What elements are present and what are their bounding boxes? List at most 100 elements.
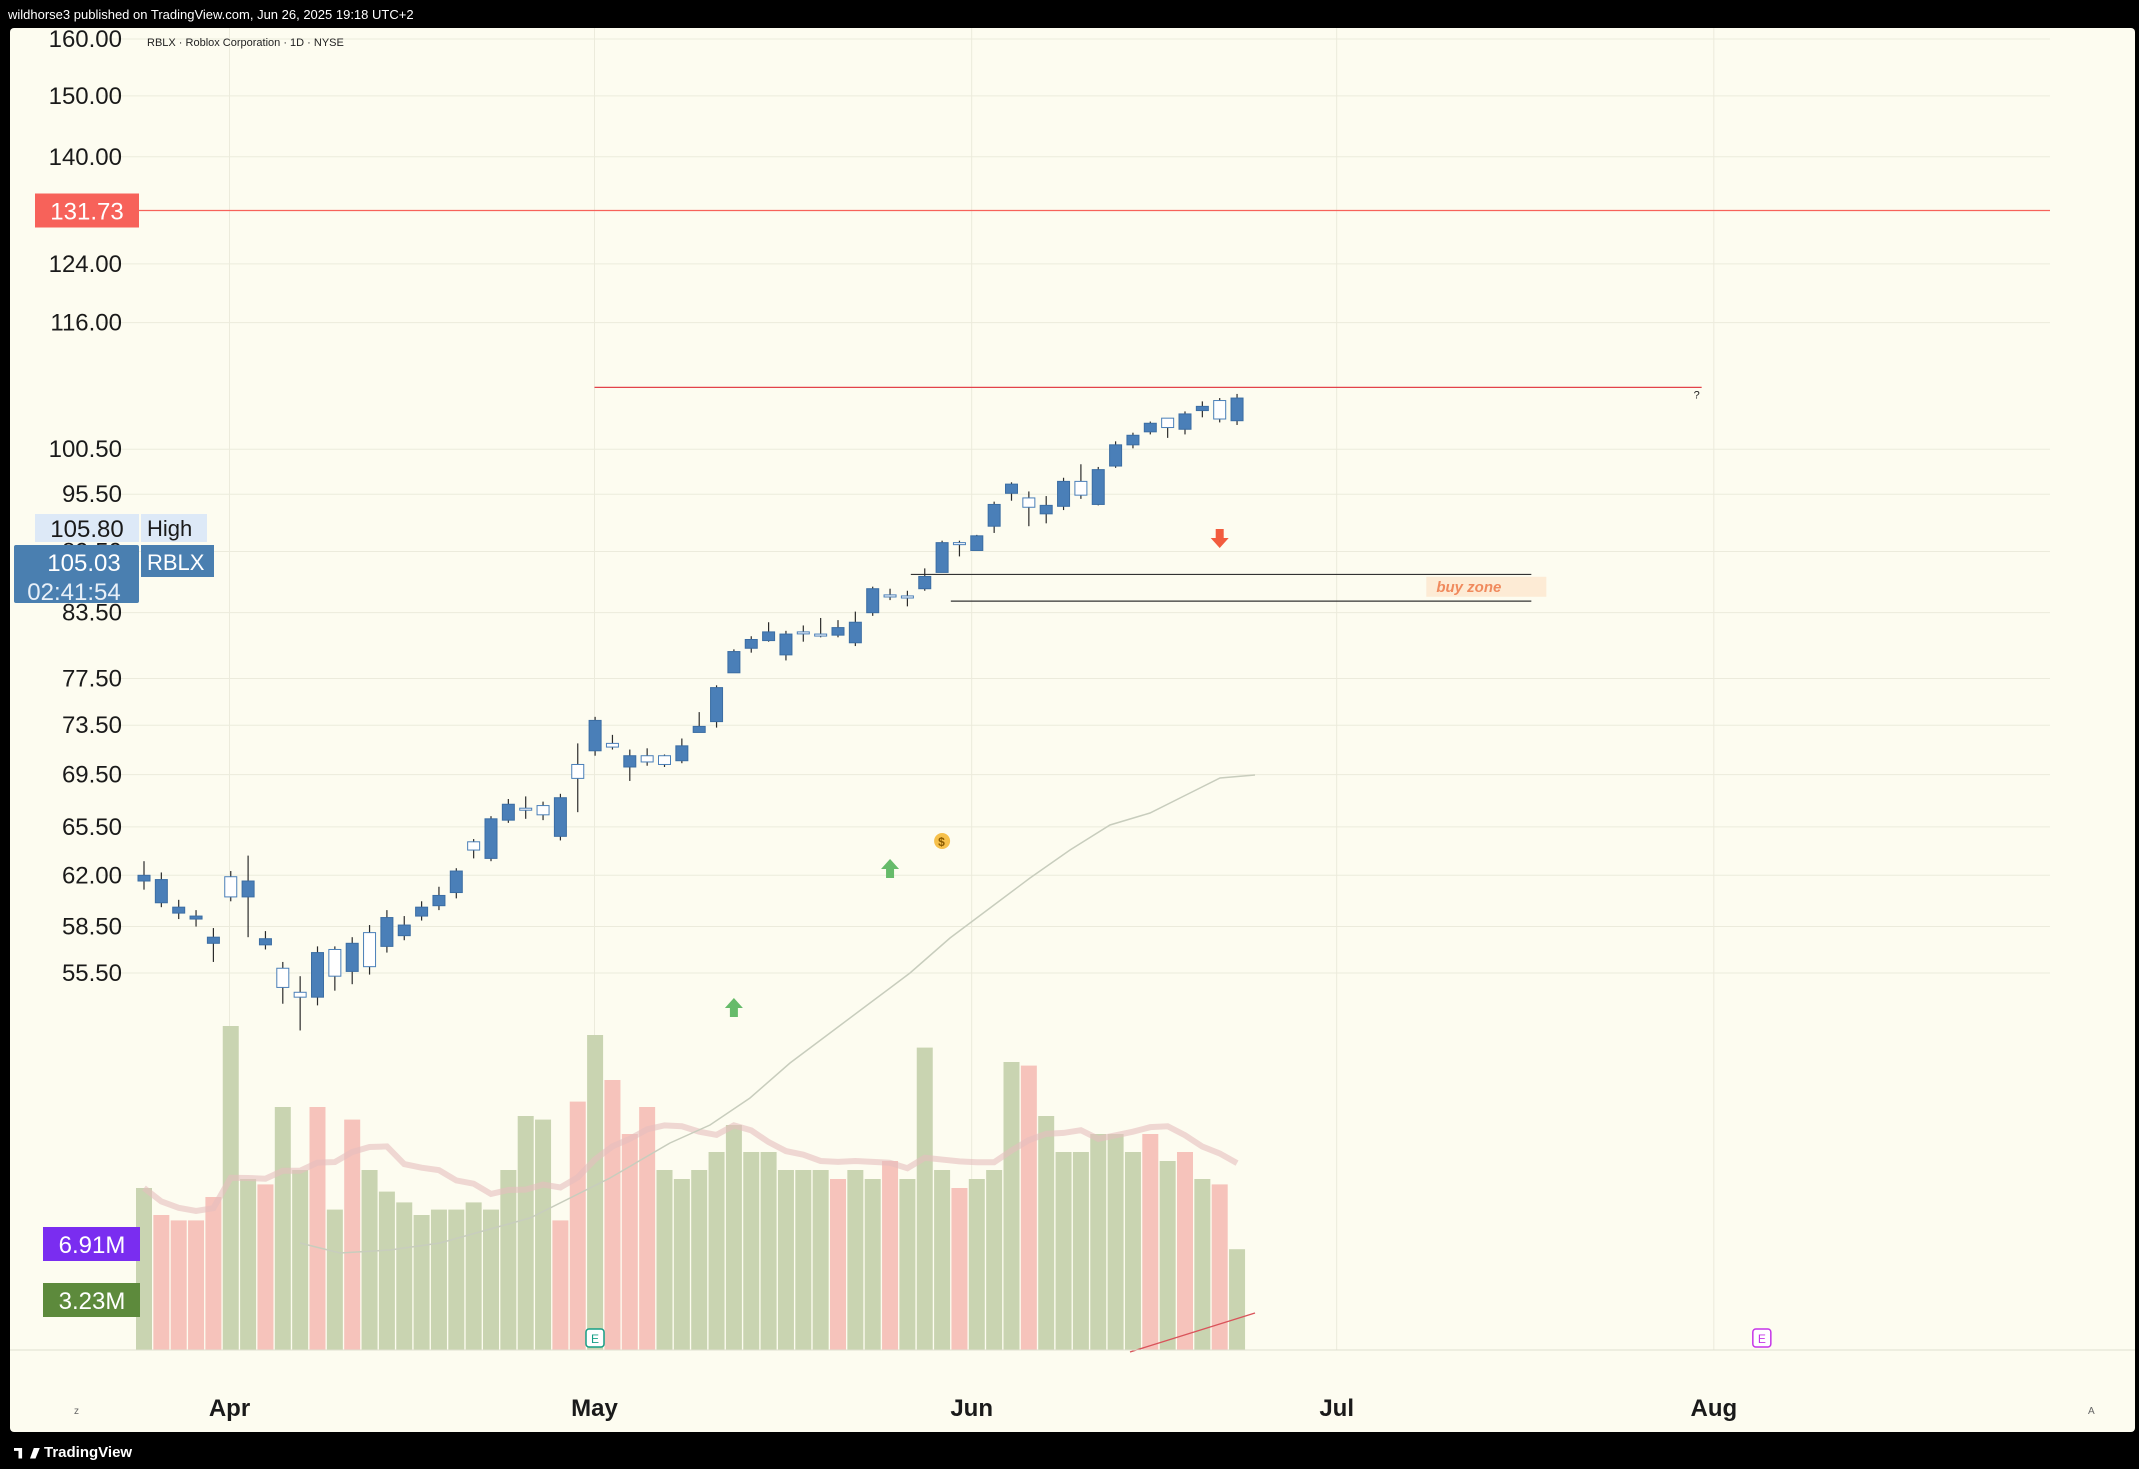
- candle: [519, 807, 533, 811]
- candle: [571, 763, 585, 779]
- y-axis-label: 58.50: [62, 914, 122, 941]
- volume-bar: [274, 1107, 291, 1350]
- volume-bar: [378, 1191, 395, 1350]
- volume-bar: [188, 1220, 205, 1350]
- candle: [935, 542, 949, 573]
- candle: [762, 631, 776, 642]
- volume-bar: [222, 1026, 239, 1350]
- publish-header: wildhorse3 published on TradingView.com,…: [0, 0, 2139, 28]
- candle: [206, 936, 220, 944]
- candle: [1161, 417, 1175, 429]
- chart-title: RBLX · Roblox Corporation · 1D · NYSE: [147, 37, 344, 49]
- candle: [1039, 504, 1053, 515]
- candle: [866, 588, 880, 614]
- candle: [241, 880, 255, 898]
- candle: [1230, 397, 1244, 422]
- publish-info: wildhorse3 published on TradingView.com,…: [8, 7, 414, 22]
- volume-bar: [621, 1134, 638, 1350]
- candle: [467, 841, 481, 851]
- candle: [623, 755, 637, 768]
- volume-bar: [430, 1209, 447, 1350]
- candle: [848, 621, 862, 644]
- volume-bar: [639, 1107, 656, 1350]
- candle: [796, 631, 810, 635]
- y-axis-label: 69.50: [62, 762, 122, 789]
- x-axis-label: Jun: [950, 1395, 993, 1422]
- candle: [363, 932, 377, 968]
- candle: [744, 638, 758, 649]
- volume-bar: [743, 1152, 760, 1350]
- volume-bar: [344, 1119, 361, 1350]
- volume-bar: [587, 1035, 604, 1350]
- candle: [831, 627, 845, 636]
- price-tag: [35, 514, 139, 542]
- candle: [501, 803, 515, 821]
- candle: [258, 938, 272, 946]
- y-axis-label: 95.50: [62, 481, 122, 508]
- volume-bar: [569, 1101, 586, 1350]
- volume-bar: [864, 1179, 881, 1350]
- candle: [1022, 497, 1036, 508]
- buy-zone-label-bg: [1426, 576, 1547, 597]
- volume-bar: [517, 1116, 534, 1350]
- footer-bar: TradingView: [0, 1436, 2139, 1469]
- volume-bar: [1124, 1152, 1141, 1350]
- volume-bar: [1159, 1161, 1176, 1350]
- candle: [1126, 434, 1140, 446]
- volume-bar: [396, 1202, 413, 1350]
- candle: [553, 797, 567, 837]
- volume-tag: [43, 1283, 140, 1317]
- candle: [1091, 469, 1105, 505]
- tv-logo-icon: [14, 1447, 23, 1459]
- candle: [328, 948, 342, 977]
- y-axis-label: 83.50: [62, 600, 122, 627]
- candle: [345, 942, 359, 972]
- chart-panel[interactable]: RBLX · Roblox Corporation · 1D · NYSE? bu…: [10, 28, 2135, 1432]
- earnings-badge-icon-text: E: [591, 1332, 599, 1346]
- y-axis-label: 116.00: [50, 310, 122, 337]
- candle: [1143, 422, 1157, 433]
- volume-bar: [691, 1170, 708, 1350]
- candle: [1074, 480, 1088, 496]
- volume-bar: [153, 1215, 170, 1350]
- candle: [675, 745, 689, 762]
- volume-bar: [361, 1170, 378, 1350]
- volume-bar: [257, 1184, 274, 1350]
- price-tag-label: RBLX: [147, 550, 205, 575]
- volume-bar: [777, 1170, 794, 1350]
- candle: [900, 595, 914, 599]
- price-tag-label: High: [147, 516, 192, 541]
- volume-bar: [1055, 1152, 1072, 1350]
- x-axis-label: Jul: [1319, 1395, 1354, 1422]
- volume-bar: [1177, 1152, 1193, 1350]
- volume-bar: [795, 1170, 812, 1350]
- candle: [1109, 444, 1123, 467]
- volume-bar: [1229, 1249, 1246, 1350]
- price-tag-value: 131.73: [50, 199, 123, 226]
- volume-bar: [205, 1197, 222, 1350]
- tradingview-logo[interactable]: TradingView: [14, 1444, 132, 1461]
- price-tag-value: 105.03: [47, 550, 120, 577]
- y-axis-label: 62.00: [62, 862, 122, 889]
- volume-bar: [934, 1170, 951, 1350]
- candle: [189, 915, 203, 920]
- y-axis-label: 140.00: [49, 144, 122, 171]
- candle: [224, 876, 238, 898]
- volume-bar: [968, 1179, 985, 1350]
- volume-bar: [292, 1170, 309, 1350]
- candle: [311, 952, 324, 998]
- volume-bar: [1211, 1184, 1228, 1350]
- y-axis-label: 55.50: [62, 960, 122, 987]
- volume-bar: [1072, 1152, 1089, 1350]
- candle: [727, 651, 741, 674]
- volume-bar: [673, 1179, 690, 1350]
- price-chart[interactable]: RBLX · Roblox Corporation · 1D · NYSE? bu…: [10, 28, 2135, 1432]
- buy-signal-arrow-icon: [724, 998, 743, 1017]
- candle: [814, 633, 828, 637]
- volume-bar: [882, 1161, 899, 1350]
- candle: [1005, 483, 1018, 494]
- price-tag-label-bg: [141, 545, 214, 577]
- last-price-tag: [14, 545, 139, 603]
- x-axis-label: Aug: [1691, 1395, 1738, 1422]
- volume-bar: [1020, 1065, 1037, 1350]
